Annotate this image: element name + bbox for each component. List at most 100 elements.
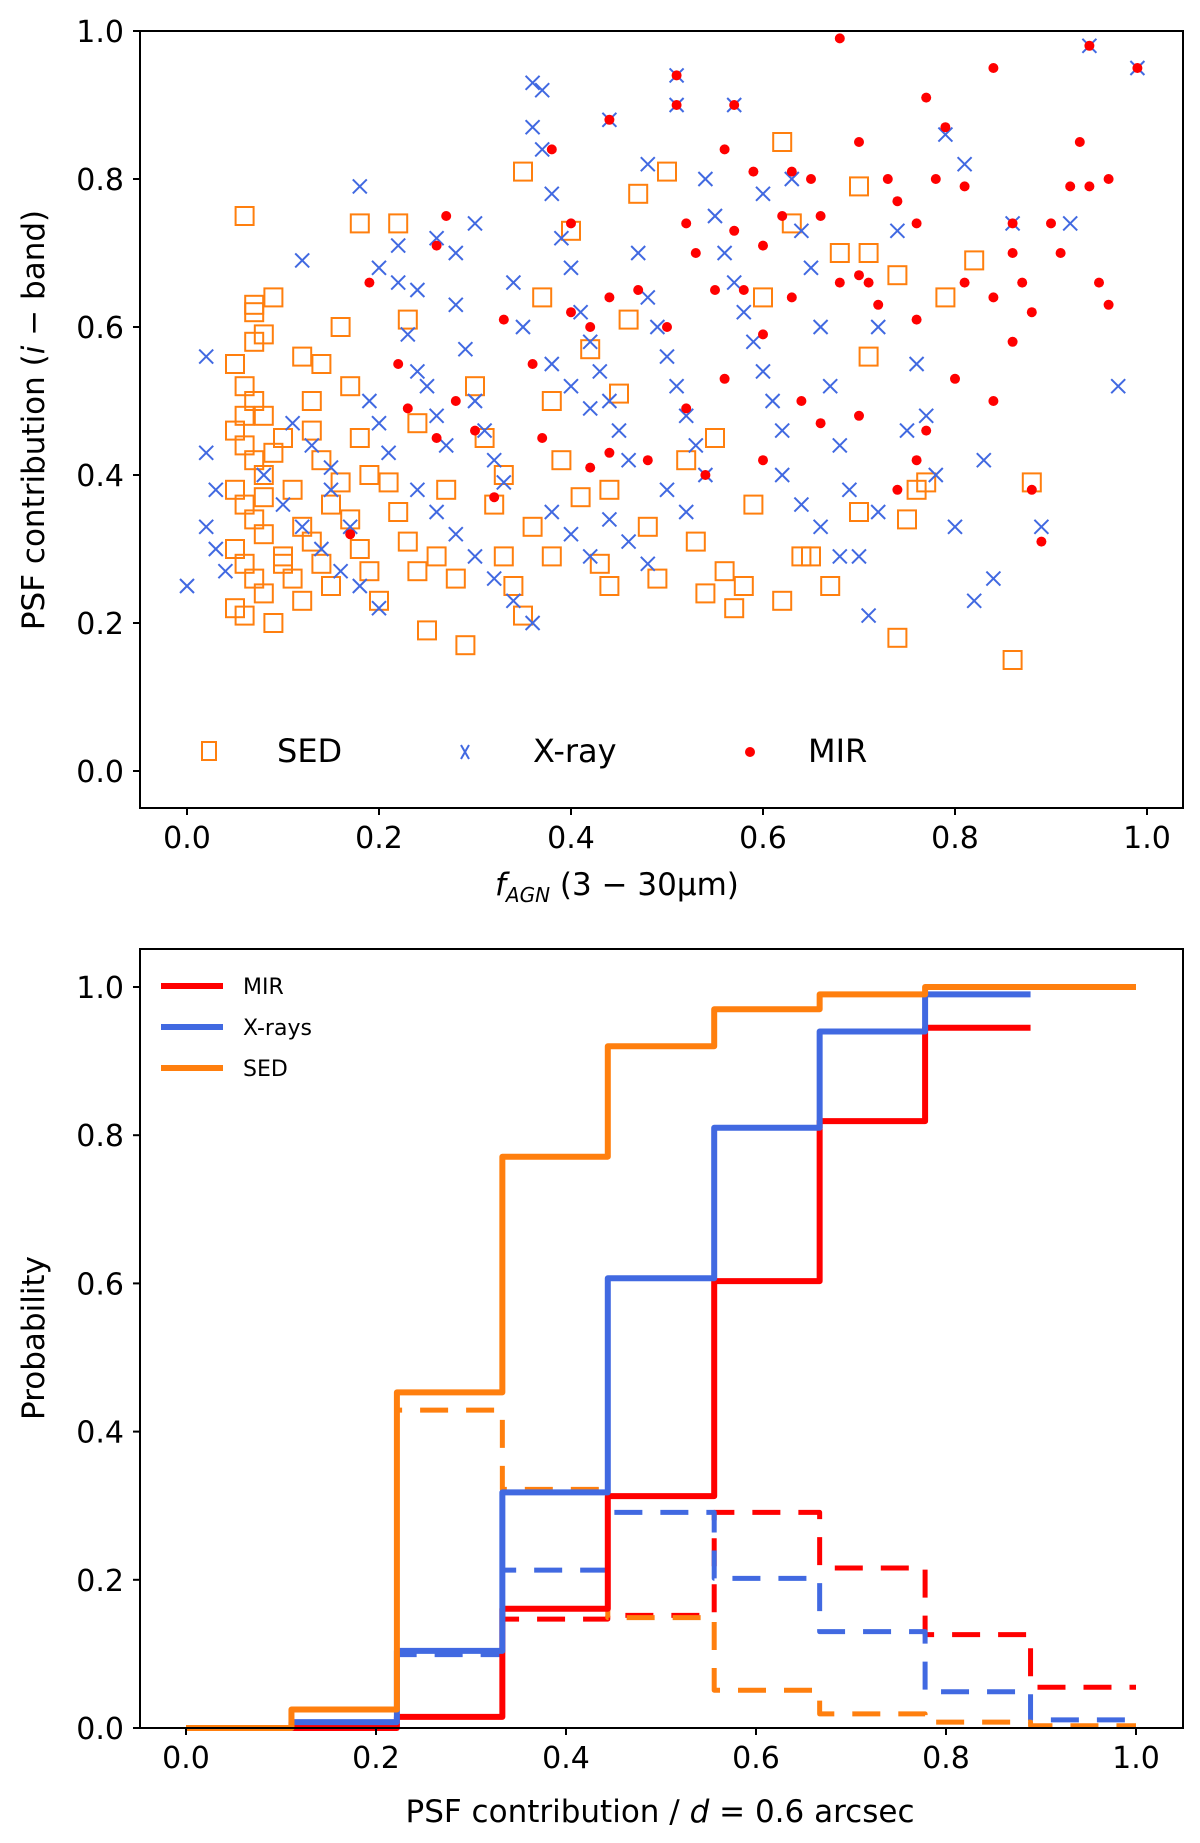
- xray-point: [208, 541, 224, 557]
- sed-point: [724, 598, 745, 619]
- mir-point: [527, 359, 538, 369]
- xray-point: [889, 223, 906, 239]
- xray-point: [179, 578, 195, 594]
- sed-point: [349, 428, 370, 448]
- histogram-panel: 0.0 0.2 0.4 0.6 0.8 1.0 0.0 0.2 0.4 0.6 0.8 1.0 MIR…: [16, 948, 1184, 1830]
- xray-point: [1062, 215, 1078, 232]
- scatter-points: [179, 33, 1146, 670]
- mir-point: [345, 529, 356, 540]
- xray-point: [793, 223, 810, 239]
- histogram-frame: [139, 948, 1184, 1729]
- sed-point: [916, 472, 937, 493]
- sed-point: [532, 287, 553, 308]
- mir-point: [1007, 248, 1018, 258]
- xray-point: [198, 445, 214, 461]
- xray-point: [985, 570, 1002, 587]
- xray-point: [918, 408, 934, 424]
- xray-point: [467, 393, 483, 409]
- y-tick-label: 0.8: [76, 163, 124, 198]
- histogram-lines: [186, 984, 1136, 1731]
- xray-point: [352, 178, 368, 195]
- xray-point: [1110, 378, 1126, 394]
- mir-point: [1036, 536, 1047, 547]
- mir-point: [758, 240, 768, 251]
- xray-point: [678, 504, 694, 520]
- xray-point: [563, 526, 579, 542]
- sed-point: [455, 635, 476, 656]
- sed-point: [589, 553, 610, 574]
- mir-point: [498, 314, 509, 325]
- sed-point: [647, 568, 668, 589]
- xray-point: [793, 496, 810, 513]
- mir-point: [959, 277, 970, 288]
- xray-point: [956, 156, 973, 172]
- xray-point: [640, 556, 656, 572]
- mir-point: [959, 181, 970, 192]
- xray-point: [409, 363, 426, 380]
- sed-point: [436, 479, 457, 500]
- mir-point: [700, 470, 711, 480]
- xray-point: [755, 363, 771, 380]
- legend-label-xray: X-ray: [533, 732, 617, 770]
- sed-point: [618, 309, 639, 330]
- xray-point: [457, 341, 474, 357]
- step-line-sed-dashed: [186, 1407, 1136, 1731]
- x-tick-label: 0.2: [352, 1741, 400, 1776]
- xray-point: [448, 297, 464, 313]
- mir-point: [1026, 307, 1037, 318]
- x-tick-label: 1.0: [1112, 1741, 1160, 1776]
- mir-point: [863, 277, 874, 288]
- mir-point: [604, 114, 615, 125]
- histogram-y-axis-label: Probability: [16, 1256, 52, 1420]
- mir-point: [642, 455, 653, 466]
- sed-point: [263, 613, 284, 633]
- mir-point: [854, 270, 864, 281]
- xray-point: [572, 304, 589, 320]
- sed-point: [685, 531, 706, 552]
- xray-point: [332, 563, 349, 579]
- sed-point: [301, 531, 322, 552]
- mir-point: [604, 447, 615, 458]
- sed-point: [273, 553, 293, 574]
- sed-point: [753, 287, 773, 308]
- xray-point: [342, 519, 358, 535]
- xray-point: [668, 378, 685, 394]
- mir-point: [911, 455, 922, 466]
- sed-point: [263, 287, 284, 308]
- sed-point: [897, 509, 917, 530]
- xray-point: [313, 541, 330, 557]
- xray-point: [476, 422, 493, 439]
- mir-point: [690, 248, 701, 258]
- xray-point: [409, 482, 426, 498]
- mir-point: [364, 277, 375, 288]
- xray-point: [400, 326, 416, 343]
- xray-point: [870, 319, 886, 335]
- x-tick-label: 0.6: [732, 1741, 780, 1776]
- y-tick-label: 0.4: [76, 1416, 124, 1451]
- mir-point: [921, 425, 932, 436]
- x-tick-label: 1.0: [1123, 821, 1171, 856]
- mir-point: [988, 292, 999, 303]
- mir-point: [1007, 218, 1018, 229]
- sed-point: [733, 576, 754, 596]
- sed-point: [388, 213, 409, 234]
- sed-point: [513, 161, 533, 182]
- sed-point: [311, 553, 332, 574]
- mir-point: [815, 418, 826, 429]
- sed-point: [714, 561, 735, 582]
- mir-point: [662, 322, 672, 332]
- mir-point: [834, 33, 845, 44]
- mir-point: [1084, 40, 1095, 51]
- xray-point: [832, 437, 848, 454]
- sed-point: [772, 132, 793, 152]
- sed-point: [369, 590, 389, 611]
- sed-point: [321, 576, 341, 596]
- mir-point: [786, 292, 797, 303]
- xray-point: [294, 519, 310, 535]
- xray-point: [726, 274, 742, 291]
- mir-point: [566, 218, 576, 229]
- xray-point: [534, 82, 550, 98]
- mir-point: [1017, 277, 1028, 288]
- mir-point: [806, 174, 816, 184]
- xray-point: [860, 607, 877, 624]
